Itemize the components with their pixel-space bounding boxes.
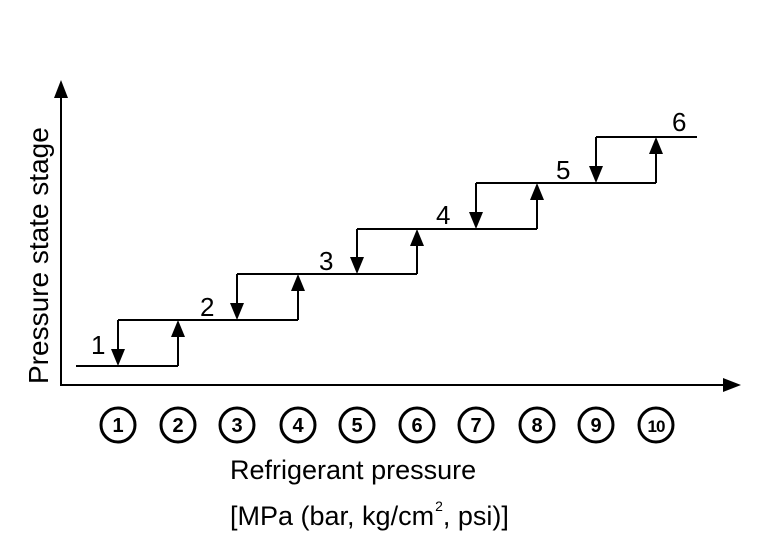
svg-text:7: 7 (470, 415, 481, 437)
x-axis-unit-prefix: [MPa (bar, kg/cm (230, 501, 435, 531)
x-axis-unit-superscript: 2 (435, 498, 443, 514)
up-arrow-4 (291, 274, 305, 320)
down-arrow-5 (350, 229, 364, 274)
up-arrow-10 (649, 137, 663, 183)
x-axis-title-line1: Refrigerant pressure (230, 455, 477, 485)
pressure-point-6: 6 (398, 406, 436, 444)
stage-steps (76, 136, 697, 367)
stage-labels: 1 2 3 4 5 6 (91, 107, 686, 360)
y-axis-title: Pressure state stage (23, 127, 54, 384)
pressure-point-4: 4 (279, 406, 317, 444)
up-arrow-2 (171, 320, 185, 366)
pressure-point-5: 5 (338, 406, 376, 444)
svg-text:1: 1 (112, 415, 123, 437)
x-axis-unit-suffix: , psi)] (442, 501, 509, 531)
svg-text:4: 4 (292, 415, 304, 437)
pressure-point-8: 8 (518, 406, 556, 444)
pressure-point-7: 7 (457, 406, 495, 444)
svg-text:9: 9 (590, 415, 601, 437)
stage-label-5: 5 (556, 155, 570, 185)
pressure-point-2: 2 (159, 406, 197, 444)
stage-label-3: 3 (319, 246, 333, 276)
pressure-point-3: 3 (218, 406, 256, 444)
svg-text:5: 5 (351, 415, 362, 437)
stage-label-4: 4 (436, 200, 450, 230)
down-arrow-3 (230, 274, 244, 320)
svg-text:3: 3 (231, 415, 242, 437)
transition-arrows (111, 137, 663, 366)
y-axis-arrowhead (54, 80, 68, 98)
svg-text:10: 10 (648, 417, 665, 436)
x-axis-arrowhead (723, 378, 741, 392)
svg-text:8: 8 (531, 415, 542, 437)
stage-label-1: 1 (91, 330, 105, 360)
x-axis-title: Refrigerant pressure [MPa (bar, kg/cm2, … (230, 452, 509, 534)
pressure-point-10: 10 (637, 406, 675, 444)
down-arrow-1 (111, 320, 125, 366)
up-arrow-6 (410, 229, 424, 274)
pressure-point-labels: 1 2 3 4 5 6 7 8 9 10 (99, 406, 675, 444)
x-axis-unit-line: [MPa (bar, kg/cm2, psi)] (230, 488, 509, 534)
pressure-point-9: 9 (577, 406, 615, 444)
stage-label-6: 6 (672, 107, 686, 137)
down-arrow-9 (589, 137, 603, 183)
svg-text:6: 6 (411, 415, 422, 437)
up-arrow-8 (530, 183, 544, 229)
down-arrow-7 (469, 183, 483, 229)
svg-text:2: 2 (172, 415, 183, 437)
pressure-point-1: 1 (99, 406, 137, 444)
stage-label-2: 2 (200, 292, 214, 322)
